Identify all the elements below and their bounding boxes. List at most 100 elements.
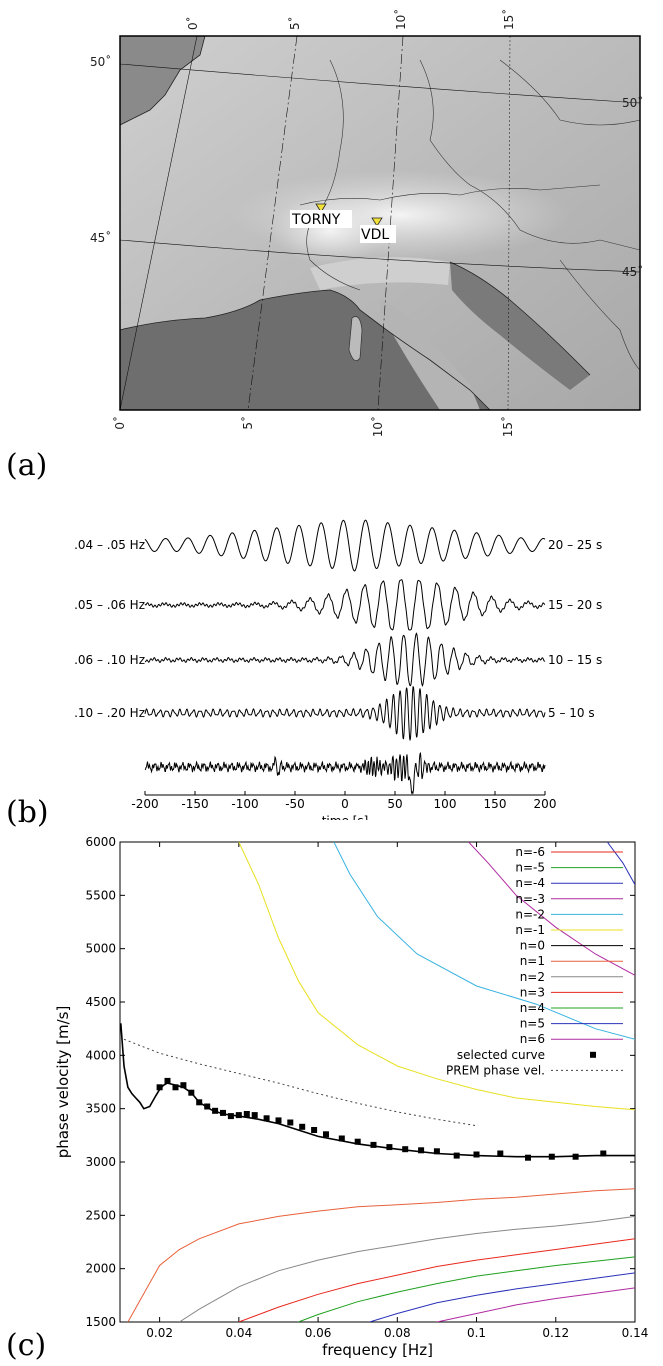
map-sea-mediterranean bbox=[120, 290, 490, 410]
selected-curve-point bbox=[263, 1115, 270, 1122]
map-left-tick: 50˚ bbox=[90, 54, 111, 69]
selected-curve-point bbox=[386, 1144, 393, 1151]
map-top-tick: 5˚ bbox=[287, 16, 302, 30]
map-left-tick: 45˚ bbox=[90, 230, 111, 245]
selected-curve-point bbox=[311, 1127, 318, 1133]
selected-curve-point bbox=[433, 1148, 440, 1155]
station-vdl-label: VDL bbox=[361, 227, 389, 243]
selected-curve-point bbox=[338, 1135, 345, 1142]
y-tick-label: 2000 bbox=[85, 1262, 116, 1276]
panel-label-c: (c) bbox=[6, 1328, 47, 1363]
legend-label: n=-1 bbox=[515, 923, 545, 937]
trace-frequency-label: .04 – .05 Hz bbox=[74, 538, 145, 552]
x-axis-label: frequency [Hz] bbox=[322, 1341, 433, 1359]
waveform-trace bbox=[144, 632, 546, 687]
map-sea-atlantic bbox=[120, 36, 205, 125]
selected-curve-point bbox=[402, 1146, 409, 1153]
waveform-x-tick-label: -150 bbox=[181, 797, 208, 811]
phase-velocity-chart: 1500 2000 2500 3000 3500 4000 4500 5000 5500 6000… bbox=[54, 835, 649, 1359]
map-frame bbox=[119, 35, 641, 411]
y-tick-label: 3500 bbox=[85, 1102, 116, 1116]
y-tick-label: 1500 bbox=[85, 1315, 116, 1329]
waveform-trace bbox=[144, 686, 546, 741]
plot-series-group bbox=[120, 842, 635, 1322]
y-tick-label: 5500 bbox=[85, 888, 116, 902]
trace-frequency-label: .06 – .10 Hz bbox=[74, 653, 145, 667]
trace-period-label: 5 – 10 s bbox=[548, 706, 595, 720]
waveform-x-tick-label: 200 bbox=[534, 797, 557, 811]
waveform-trace-broadband bbox=[144, 751, 546, 795]
selected-curve-point bbox=[473, 1151, 480, 1158]
y-tick-label: 4500 bbox=[85, 995, 116, 1009]
series-line-n-4 bbox=[606, 842, 635, 885]
selected-curve-point bbox=[287, 1119, 294, 1126]
legend-label: n=-2 bbox=[515, 907, 545, 921]
trace-frequency-label: .05 – .06 Hz bbox=[74, 598, 145, 612]
series-line-n-3 bbox=[238, 1238, 635, 1322]
waveform-x-tick-label: -50 bbox=[285, 797, 305, 811]
y-tick-label: 2500 bbox=[85, 1208, 116, 1222]
x-tick-label: 0.04 bbox=[225, 1326, 252, 1340]
selected-curve-point bbox=[453, 1152, 460, 1159]
y-axis-label: phase velocity [m/s] bbox=[54, 1006, 72, 1159]
selected-curve-point bbox=[180, 1082, 187, 1089]
selected-curve-point bbox=[164, 1077, 171, 1084]
legend-label: n=2 bbox=[520, 970, 545, 984]
y-tick-label: 5000 bbox=[85, 942, 116, 956]
series-line-n-1 bbox=[238, 842, 635, 1111]
x-tick-label: 0.1 bbox=[467, 1326, 486, 1340]
y-tick-label: 6000 bbox=[85, 835, 116, 849]
x-tick-label: 0.06 bbox=[305, 1326, 332, 1340]
selected-curve-point bbox=[172, 1084, 179, 1091]
map-italy bbox=[380, 300, 480, 410]
trace-period-label: 15 – 20 s bbox=[548, 598, 602, 612]
legend-label: n=0 bbox=[520, 939, 545, 953]
map-corsica bbox=[348, 316, 363, 361]
selected-curve-point bbox=[227, 1113, 234, 1120]
legend: n=-6 n=-5n=-4 n=-3n=-2 n=-1 n=0n=1 n=2n=3 n=4 n… bbox=[446, 845, 623, 1077]
station-torny-marker bbox=[315, 203, 327, 213]
map-right-tick: 50˚ bbox=[622, 95, 643, 110]
series-line-n-0 bbox=[120, 1023, 635, 1158]
waveform-trace bbox=[144, 579, 546, 631]
x-tick-label: 0.08 bbox=[384, 1326, 411, 1340]
map-right-tick: 45˚ bbox=[622, 264, 643, 279]
station-vdl: VDL bbox=[360, 217, 396, 243]
series-line-n-2 bbox=[179, 1215, 635, 1322]
legend-marker bbox=[590, 1051, 596, 1058]
selected-curve-point bbox=[548, 1153, 555, 1160]
map-panel: 0˚ 5˚ 10˚ 15˚ 0˚ 5˚ 10˚ 15˚ 50˚ 45˚ 50˚ … bbox=[90, 9, 643, 438]
legend-label: n=-3 bbox=[515, 892, 545, 906]
station-torny: TORNY bbox=[290, 203, 352, 228]
selected-curve-point bbox=[220, 1109, 226, 1116]
selected-curve-point bbox=[212, 1107, 219, 1114]
selected-curve-point bbox=[243, 1111, 250, 1117]
selected-curve-point bbox=[299, 1123, 306, 1130]
selected-curve-point bbox=[323, 1131, 329, 1138]
selected-curve-point bbox=[525, 1154, 531, 1161]
map-bottom-tick: 10˚ bbox=[370, 416, 385, 437]
legend-label: n=-6 bbox=[515, 845, 545, 859]
map-top-tick: 10˚ bbox=[393, 9, 408, 30]
legend-label: selected curve bbox=[457, 1048, 545, 1062]
legend-label: n=-5 bbox=[515, 861, 545, 875]
x-tick-label: 0.14 bbox=[622, 1326, 649, 1340]
waveform-x-tick-label: -100 bbox=[231, 797, 258, 811]
waveform-x-tick-label: 0 bbox=[341, 797, 349, 811]
legend-label: n=3 bbox=[520, 985, 545, 999]
legend-label: n=4 bbox=[520, 1001, 545, 1015]
selected-curve-point bbox=[235, 1112, 242, 1119]
series-line-n-1 bbox=[127, 1188, 635, 1322]
selected-curve-point bbox=[600, 1150, 607, 1157]
waveform-x-tick-label: 100 bbox=[434, 797, 457, 811]
legend-label: n=-4 bbox=[515, 876, 545, 890]
station-torny-label: TORNY bbox=[291, 212, 341, 228]
trace-period-label: 20 – 25 s bbox=[548, 538, 602, 552]
series-line-n-6 bbox=[436, 1287, 635, 1322]
map-bottom-tick: 5˚ bbox=[240, 416, 255, 430]
waveform-trace bbox=[144, 519, 546, 572]
selected-curve-point bbox=[497, 1150, 504, 1157]
selected-curve-point bbox=[204, 1103, 211, 1110]
selected-curve-point bbox=[370, 1141, 377, 1148]
legend-label: n=5 bbox=[520, 1017, 545, 1031]
